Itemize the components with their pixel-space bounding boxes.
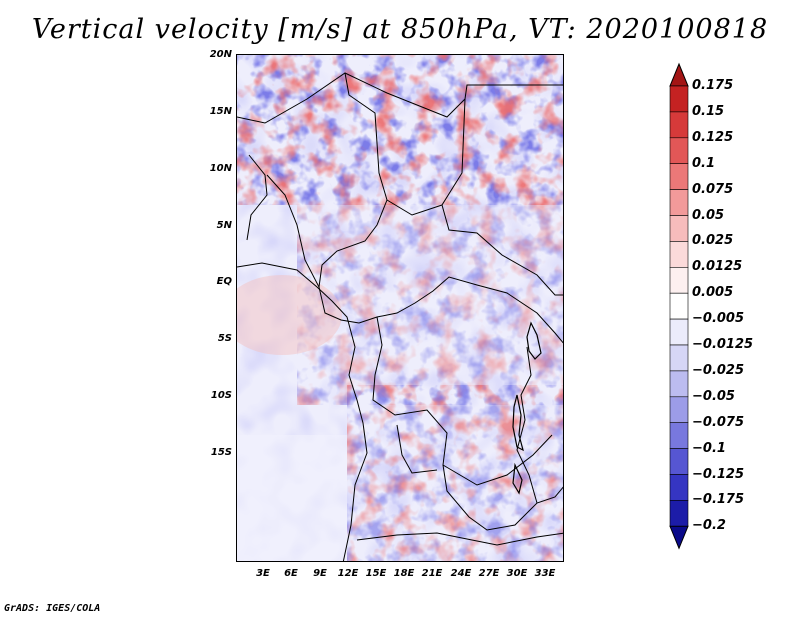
lakes	[512, 321, 542, 495]
colorbar-segment	[669, 344, 689, 372]
colorbar-label: −0.1	[692, 440, 726, 456]
lat-tick: 20N	[209, 49, 232, 60]
country-borders	[237, 72, 563, 561]
lon-tick: 27E	[478, 568, 500, 579]
colorbar-label: 0.15	[692, 103, 725, 119]
colorbar-segment	[669, 215, 689, 242]
lon-tick: 3E	[256, 568, 270, 579]
lat-tick: 10N	[209, 163, 232, 174]
colorbar-label: 0.125	[692, 129, 734, 145]
colorbar-segment	[669, 85, 689, 113]
colorbar-segment	[669, 163, 689, 190]
colorbar-label: 0.1	[692, 155, 716, 171]
colorbar-label: 0.005	[692, 285, 734, 301]
colorbar-label: −0.025	[692, 362, 745, 378]
colorbar-label: 0.175	[692, 78, 734, 93]
colorbar-label: 0.075	[692, 181, 734, 197]
colorbar-top-arrow	[669, 62, 689, 87]
colorbar-segment	[669, 396, 689, 423]
lat-tick: 10S	[210, 390, 232, 401]
colorbar-segment	[669, 111, 689, 139]
lon-tick: 12E	[337, 568, 359, 579]
colorbar-label: −0.005	[692, 311, 745, 327]
lat-tick: 5S	[217, 333, 232, 344]
colorbar-label: −0.2	[692, 518, 726, 534]
colorbar-segment	[669, 137, 689, 165]
lon-tick: 9E	[313, 568, 327, 579]
colorbar-segment	[669, 448, 689, 475]
colorbar-label: 0.025	[692, 233, 734, 249]
lon-tick: 30E	[506, 568, 528, 579]
map-plot-area	[236, 54, 564, 562]
lon-tick: 18E	[393, 568, 415, 579]
colorbar-segment	[669, 267, 689, 294]
lon-tick: 21E	[421, 568, 443, 579]
lat-tick: EQ	[216, 276, 232, 287]
lon-tick: 33E	[534, 568, 556, 579]
lon-tick: 15E	[365, 568, 387, 579]
colorbar-label: −0.175	[692, 492, 745, 508]
lon-tick: 6E	[284, 568, 298, 579]
lat-tick: 15S	[210, 447, 232, 458]
lon-tick: 24E	[450, 568, 472, 579]
colorbar-label: −0.075	[692, 414, 745, 430]
colorbar-label: 0.05	[692, 207, 725, 223]
map-title: Vertical velocity [m/s] at 850hPa, VT: 2…	[31, 14, 769, 45]
colorbar-segment	[669, 370, 689, 398]
colorbar-segment	[669, 241, 689, 268]
colorbar-bottom-arrow	[669, 525, 689, 550]
colorbar-segment	[669, 474, 689, 501]
colorbar-segment	[669, 292, 689, 320]
colorbar-segment	[669, 318, 689, 346]
lat-tick: 5N	[216, 220, 232, 231]
colorbar	[669, 62, 689, 550]
colorbar-label: −0.05	[692, 388, 735, 404]
colorbar-label: −0.125	[692, 466, 745, 482]
colorbar-segment	[669, 500, 689, 527]
colorbar-label: −0.0125	[692, 337, 754, 352]
lat-tick: 15N	[209, 106, 232, 117]
colorbar-segment	[669, 422, 689, 449]
map-field	[237, 55, 563, 561]
grads-credit: GrADS: IGES/COLA	[4, 603, 101, 614]
colorbar-label: 0.0125	[692, 259, 743, 275]
colorbar-segment	[669, 189, 689, 216]
